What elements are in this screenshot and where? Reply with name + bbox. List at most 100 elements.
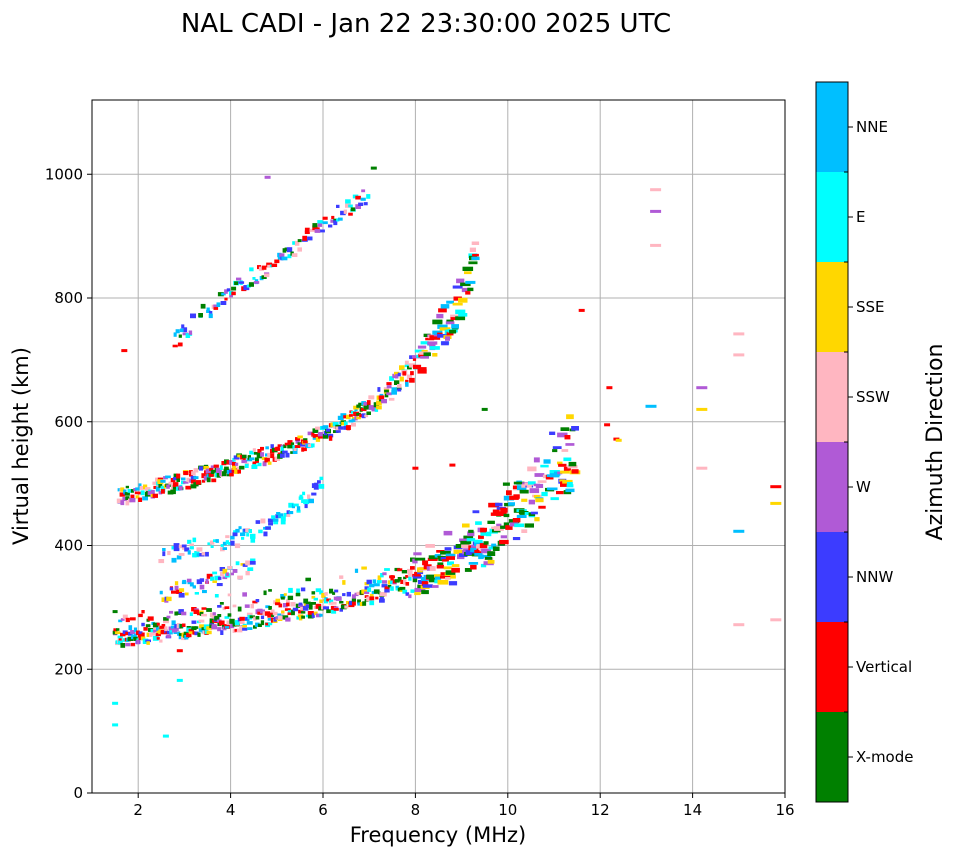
trace-point [328, 224, 333, 228]
trace-point [335, 596, 342, 601]
trace-point [150, 489, 155, 494]
colorbar-label: NNE [856, 118, 888, 136]
trace-point [280, 594, 286, 599]
trace-point [503, 513, 510, 518]
trace-point [567, 465, 578, 469]
trace-point [280, 596, 285, 600]
trace-point [138, 631, 143, 636]
trace-point [230, 540, 235, 546]
trace-point [339, 575, 344, 579]
trace-point [302, 491, 306, 496]
trace-point [160, 629, 166, 634]
trace-point [349, 414, 353, 417]
trace-point [213, 539, 217, 543]
trace-point [364, 414, 369, 418]
x-tick-label: 2 [133, 801, 143, 819]
trace-point [338, 217, 343, 221]
trace-point [192, 537, 197, 543]
trace-point [261, 265, 267, 270]
trace-point [232, 569, 238, 573]
colorbar: X-mode Vertical NNW W SSW SSE E NNE [815, 81, 913, 803]
trace-point [211, 469, 217, 474]
trace-point [227, 593, 232, 597]
trace-point [249, 560, 256, 565]
trace-point [383, 387, 390, 391]
trace-point [298, 602, 303, 606]
trace-point [361, 413, 366, 419]
trace-point [307, 431, 313, 436]
trace-point [171, 620, 176, 626]
trace-point [257, 462, 262, 467]
trace-point [412, 575, 423, 579]
trace-point [317, 432, 324, 437]
trace-point [250, 537, 256, 543]
colorbar-segment [816, 712, 848, 802]
trace-point [190, 475, 197, 480]
trace-point [429, 335, 441, 340]
trace-point [446, 556, 455, 560]
trace-point [247, 567, 254, 571]
isolated-point [696, 386, 708, 390]
trace-point [320, 229, 325, 233]
trace-point [560, 470, 570, 474]
trace-point [186, 578, 192, 583]
trace-point [134, 491, 141, 495]
trace-point [485, 556, 493, 560]
trace-point [468, 529, 474, 533]
trace-point [469, 247, 476, 252]
trace-point [288, 502, 294, 508]
trace-point [315, 426, 321, 430]
trace-point [297, 614, 304, 618]
trace-point [133, 633, 137, 639]
trace-point [449, 329, 457, 334]
x-axis: 2 4 6 8 10 12 14 16 [133, 793, 795, 819]
trace-point [230, 572, 234, 576]
trace-point [153, 627, 159, 632]
trace-point [141, 610, 145, 614]
isolated-point [412, 466, 419, 470]
trace-point [267, 461, 272, 465]
trace-point [235, 561, 240, 566]
trace-point [211, 478, 217, 483]
trace-point [181, 636, 187, 641]
trace-point [550, 497, 559, 501]
trace-point [252, 448, 256, 453]
trace-point [237, 606, 242, 612]
trace-point [366, 194, 371, 199]
trace-point [188, 630, 194, 634]
trace-point [440, 304, 450, 309]
trace-point [217, 292, 224, 297]
trace-point [285, 617, 291, 622]
trace-point [475, 521, 482, 525]
x-tick-label: 8 [411, 801, 421, 819]
trace-point [145, 624, 151, 628]
trace-point [176, 555, 182, 560]
trace-point [206, 626, 213, 630]
trace-point [222, 576, 228, 580]
trace-point [189, 543, 194, 547]
trace-point [330, 219, 335, 223]
trace-point [164, 627, 168, 632]
trace-point [349, 600, 354, 606]
trace-point [366, 400, 371, 405]
trace-point [377, 575, 382, 581]
trace-point [257, 608, 263, 612]
trace-point [512, 485, 521, 490]
trace-point [242, 625, 247, 628]
isolated-point [112, 701, 119, 705]
trace-point [245, 616, 250, 621]
trace-point [206, 573, 213, 579]
trace-point [120, 632, 126, 637]
trace-point [374, 408, 379, 412]
trace-point [428, 577, 437, 583]
trace-point [348, 204, 353, 208]
trace-point [196, 611, 201, 616]
trace-point [197, 632, 201, 637]
trace-point [319, 599, 323, 603]
trace-point [414, 557, 426, 561]
trace-point [418, 353, 426, 358]
trace-point [436, 564, 444, 569]
trace-point [246, 621, 253, 625]
trace-point [221, 292, 226, 296]
trace-point [406, 374, 412, 380]
